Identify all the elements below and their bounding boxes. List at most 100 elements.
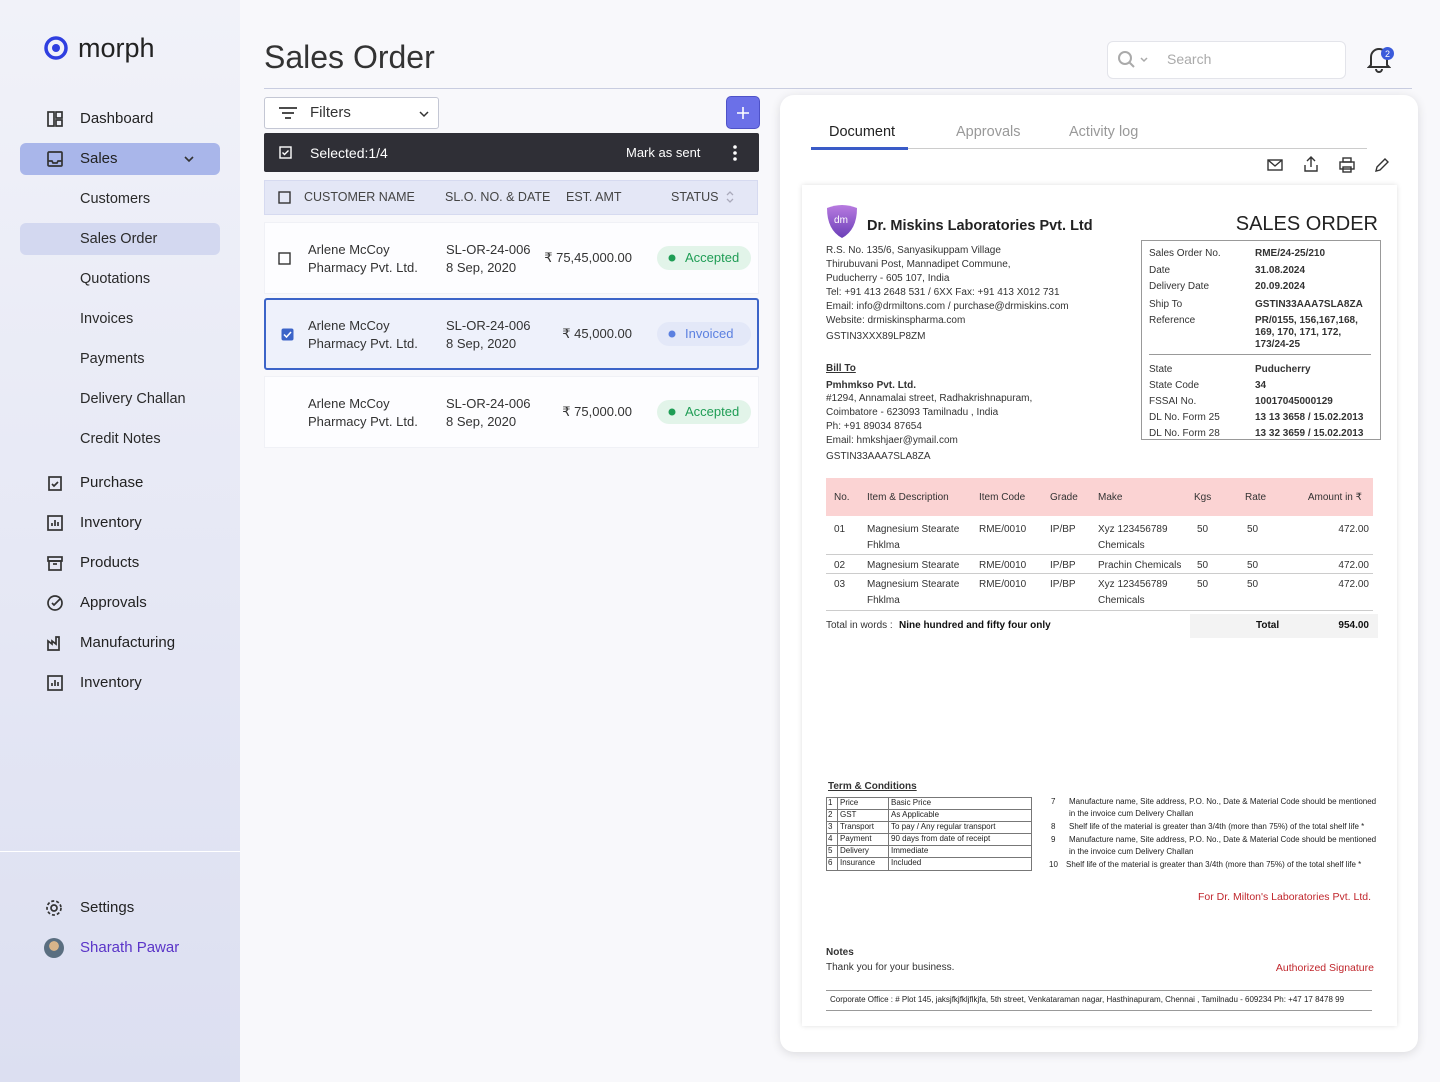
checkbox[interactable] [278, 252, 291, 265]
nav-item[interactable]: Inventory [80, 674, 142, 691]
print-icon[interactable] [1339, 157, 1355, 173]
info-value: 34 [1255, 380, 1267, 391]
terms-row-line [826, 857, 1032, 858]
info-value: GSTIN33AAA7SLA8ZA [1255, 299, 1363, 310]
terms-cell: To pay / Any regular transport [891, 822, 996, 831]
item-cell: Prachin Chemicals [1098, 560, 1182, 571]
checkbox[interactable] [281, 328, 294, 341]
customer-company: Pharmacy Pvt. Ltd. [308, 336, 418, 351]
nav-item[interactable]: Approvals [80, 594, 147, 611]
document-paper [802, 185, 1397, 1026]
info-label: Reference [1149, 315, 1196, 326]
search-box[interactable] [1107, 41, 1346, 79]
info-label: State [1149, 364, 1173, 375]
item-cell: 50 [1247, 560, 1259, 571]
filters-label[interactable]: Filters [310, 104, 351, 121]
nav-icon [47, 675, 63, 691]
signature: Authorized Signature [1275, 962, 1374, 974]
items-column: Item Code [979, 492, 1026, 503]
bill-to-line: Email: hmkshjaer@ymail.com [826, 435, 958, 446]
item-cell: IP/BP [1050, 560, 1076, 571]
info-box [1141, 240, 1381, 440]
edit-icon[interactable] [1374, 157, 1390, 173]
item-cell: RME/0010 [979, 560, 1027, 571]
order-no: SL-OR-24-006 [446, 318, 531, 333]
nav-item[interactable]: Purchase [80, 474, 144, 491]
terms-cell: GST [840, 810, 857, 819]
subnav-item-active[interactable] [20, 223, 220, 255]
item-cell: IP/BP [1050, 579, 1076, 590]
status-dot [668, 254, 676, 262]
terms-cell: Insurance [840, 858, 876, 867]
terms-heading: Term & Conditions [828, 781, 917, 792]
header-divider [264, 88, 1412, 89]
checkbox[interactable] [279, 146, 292, 159]
terms-cell: Payment [840, 834, 872, 843]
nav-item[interactable]: Inventory [80, 514, 142, 531]
address-line: R.S. No. 135/6, Sanyasikuppam Village [826, 245, 1001, 256]
nav-item[interactable]: Products [80, 554, 140, 571]
amount: ₹ 45,000.00 [562, 326, 632, 341]
for-company: For Dr. Milton's Laboratories Pvt. Ltd. [1198, 891, 1371, 903]
settings-icon[interactable] [45, 899, 63, 917]
items-column: Grade [1050, 492, 1078, 503]
bill-to-line: Coimbatore - 623093 Tamilnadu , India [826, 407, 999, 418]
filter-icon [279, 107, 297, 119]
nav-icon [48, 476, 62, 491]
condition-no: 8 [1051, 822, 1056, 831]
row-divider [826, 573, 1373, 574]
subnav-item[interactable]: Credit Notes [80, 431, 161, 447]
item-cell: 02 [834, 560, 846, 571]
item-cell: 472.00 [1338, 524, 1369, 535]
address-line: Website: drmiskinspharma.com [826, 315, 966, 326]
logo [44, 36, 68, 60]
info-label: Date [1149, 265, 1171, 276]
subnav-item[interactable]: Payments [80, 351, 145, 367]
terms-col-line [837, 797, 838, 871]
item-cell: 01 [834, 524, 846, 535]
terms-cell: Immediate [891, 846, 929, 855]
subnav-item[interactable]: Quotations [80, 271, 151, 287]
share-icon[interactable] [1303, 156, 1319, 172]
subnav-item[interactable]: Delivery Challan [80, 391, 186, 407]
tab-indicator [811, 147, 908, 150]
item-cell: RME/0010 [979, 579, 1027, 590]
more-icon[interactable] [731, 144, 739, 162]
nav-item[interactable]: Sales [80, 150, 118, 167]
column-header: SL.O. NO. & DATE [445, 189, 551, 204]
settings[interactable]: Settings [80, 899, 135, 916]
customer-name: Arlene McCoy [308, 396, 390, 411]
terms-cell: Included [891, 858, 922, 867]
tab[interactable]: Approvals [956, 124, 1021, 140]
info-value: 31.08.2024 [1255, 265, 1306, 276]
tab[interactable]: Activity log [1069, 124, 1139, 140]
nav-item[interactable]: Dashboard [80, 110, 154, 127]
info-label: DL No. Form 25 [1149, 412, 1220, 423]
mark-sent-button[interactable]: Mark as sent [626, 145, 701, 160]
tab-divider [811, 148, 1367, 149]
terms-cell: 90 days from date of receipt [891, 834, 991, 843]
column-header: EST. AMT [566, 189, 622, 204]
sort-icon[interactable] [725, 190, 735, 204]
condition-no: 7 [1051, 797, 1056, 806]
subnav-item[interactable]: Customers [80, 191, 151, 207]
row-divider [826, 610, 1373, 611]
order-date: 8 Sep, 2020 [446, 260, 517, 275]
item-cell: 472.00 [1338, 560, 1369, 571]
logo-text: dm [834, 215, 848, 226]
status: Accepted [685, 250, 740, 265]
checkbox[interactable] [278, 191, 291, 204]
tab[interactable]: Document [829, 124, 896, 140]
footer: Corporate Office : # Plot 145, jaksjfkjf… [830, 995, 1345, 1004]
item-cell: RME/0010 [979, 524, 1027, 535]
mail-icon[interactable] [1267, 158, 1283, 172]
customer-company: Pharmacy Pvt. Ltd. [308, 414, 418, 429]
item-cell: 50 [1197, 579, 1209, 590]
condition-text: Shelf life of the material is greater th… [1066, 860, 1362, 869]
terms-cell: 2 [828, 810, 833, 819]
user-name[interactable]: Sharath Pawar [80, 939, 180, 956]
subnav-item[interactable]: Invoices [80, 311, 134, 327]
subnav-item[interactable]: Sales Order [80, 231, 158, 247]
item-cell: 50 [1197, 524, 1209, 535]
nav-item[interactable]: Manufacturing [80, 634, 176, 651]
